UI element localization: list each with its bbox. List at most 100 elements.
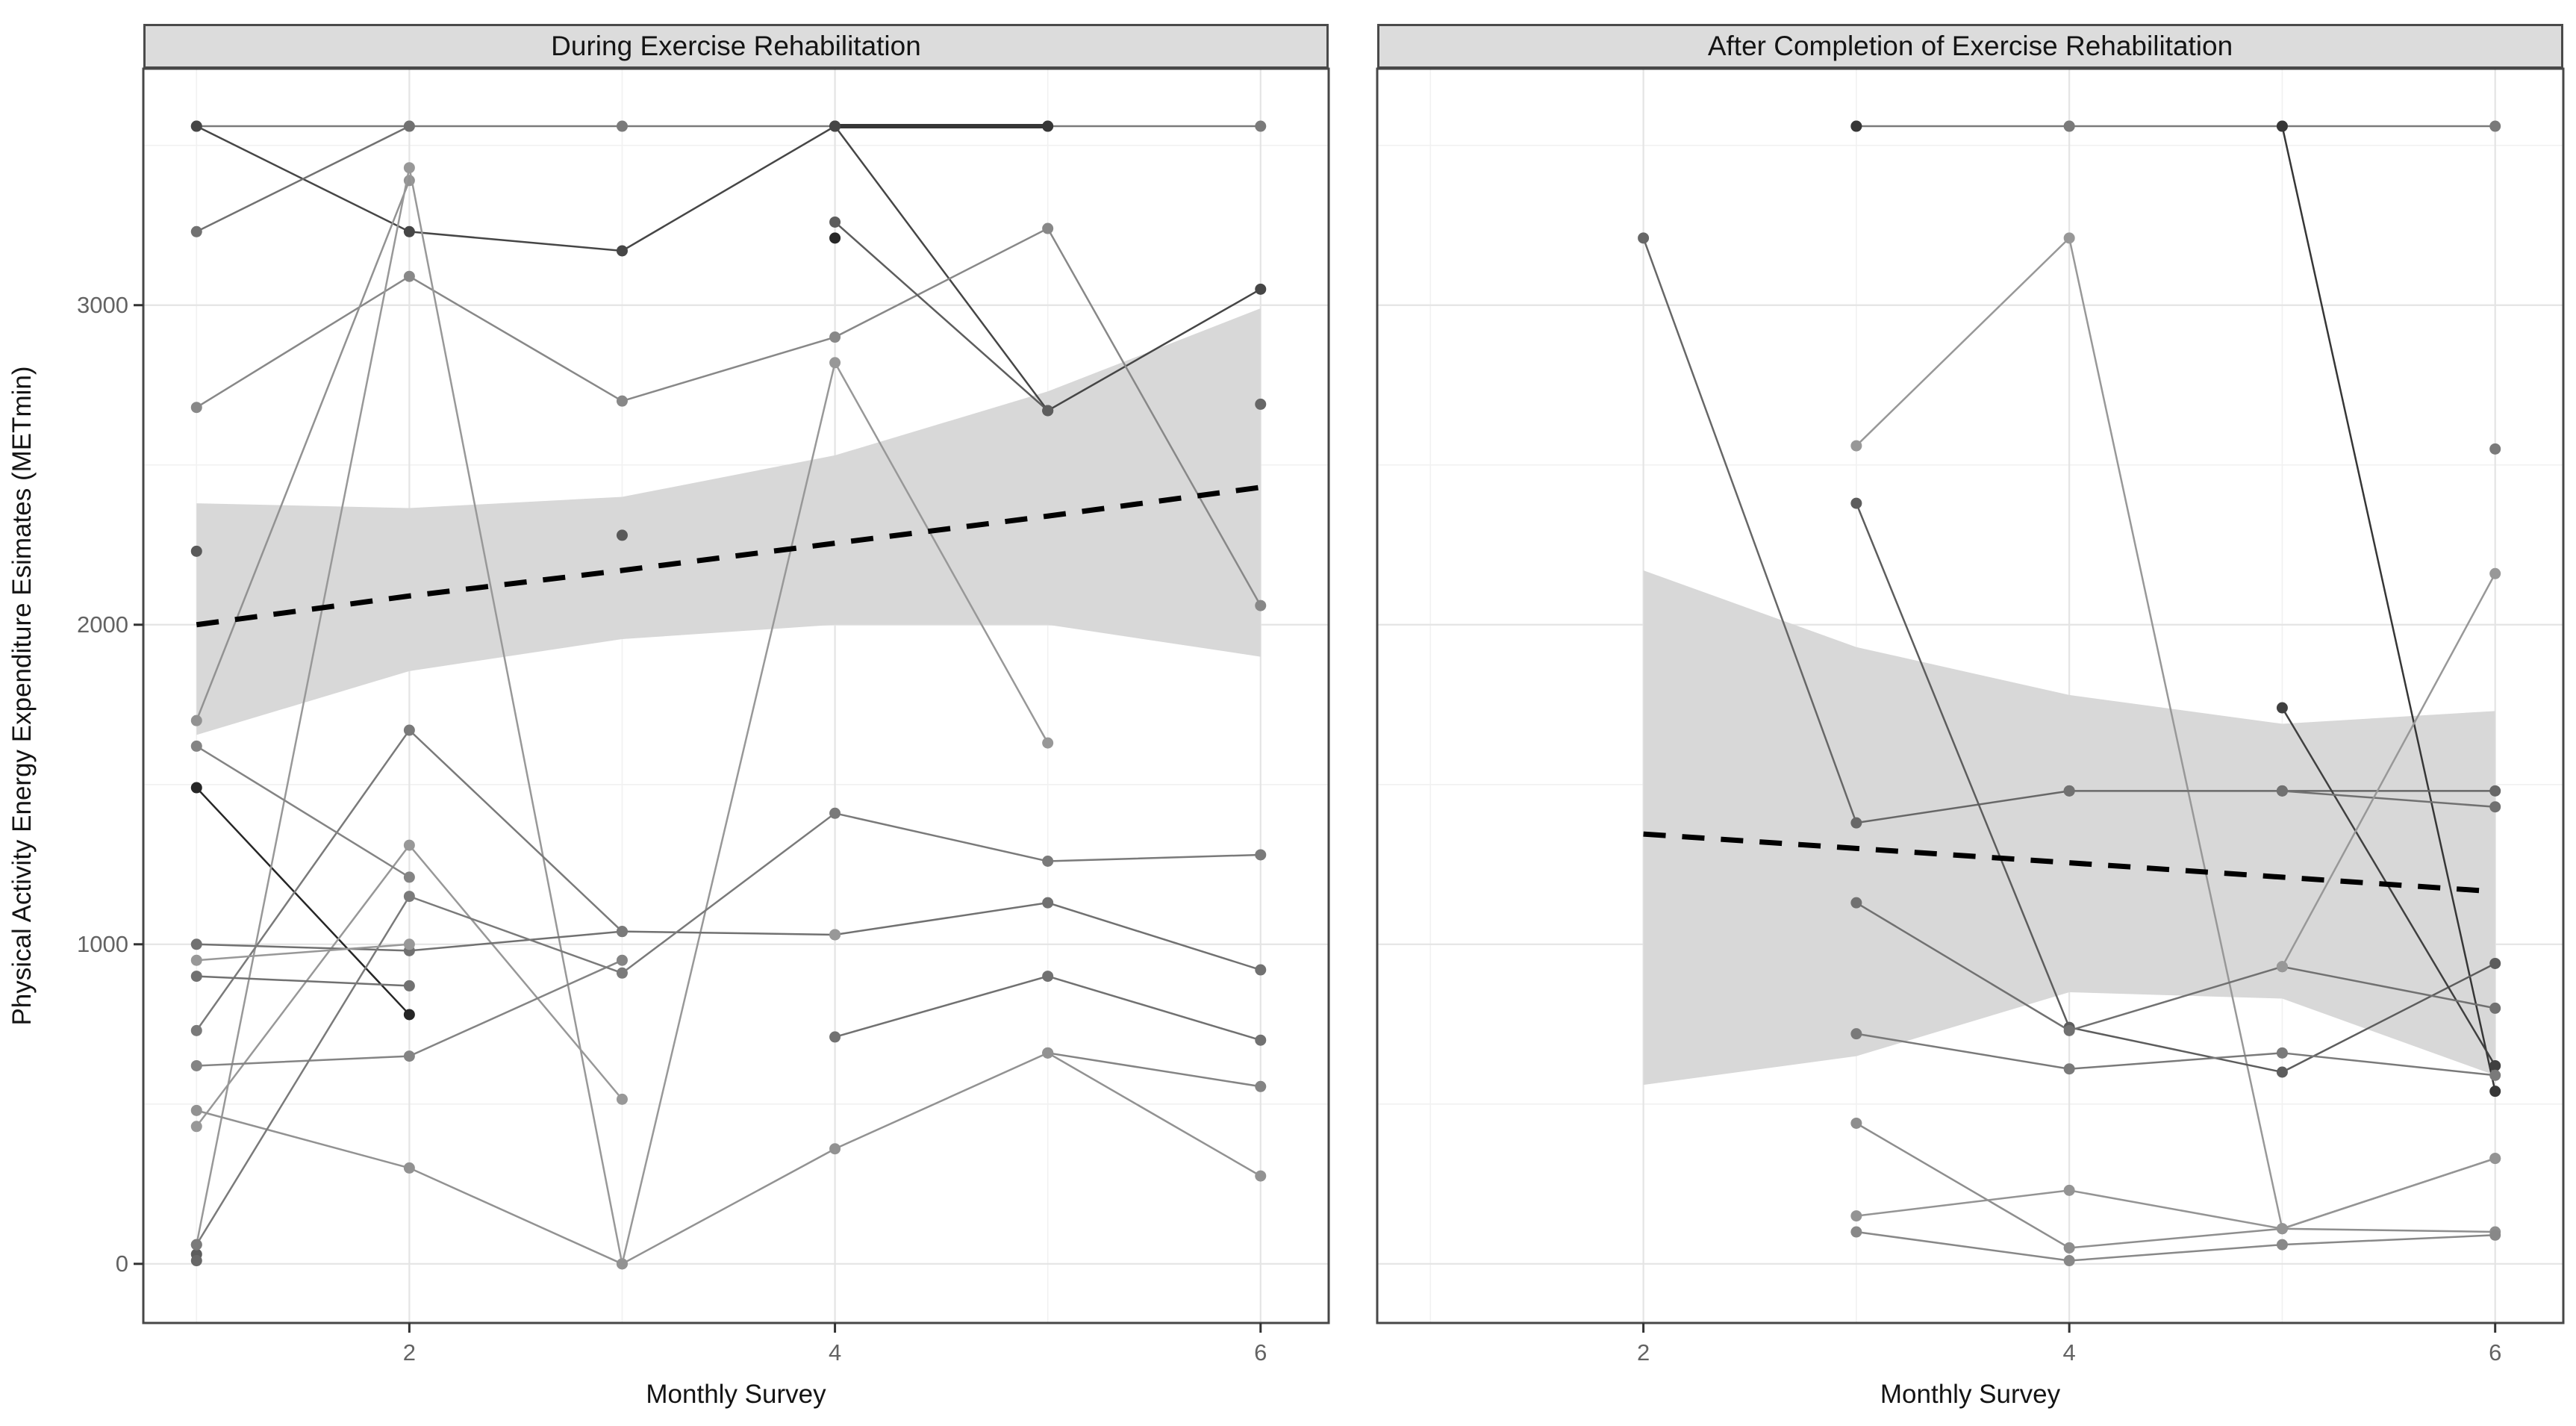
subject-point (403, 1050, 415, 1062)
subject-point (1850, 1028, 1862, 1040)
facet-title-left: During Exercise Rehabilitation (551, 31, 921, 61)
subject-point (1638, 232, 1650, 244)
subject-point (2063, 1024, 2075, 1036)
panel-bg (143, 69, 1329, 1323)
subject-point (1042, 897, 1054, 909)
subject-point (190, 740, 202, 752)
x-tick-label: 2 (402, 1339, 416, 1366)
subject-point (190, 782, 202, 794)
subject-point (2489, 1069, 2501, 1081)
subject-point (403, 839, 415, 851)
subject-point (1042, 1047, 1054, 1059)
subject-point (403, 891, 415, 903)
confidence-ribbon (1643, 570, 2495, 1086)
subject-point (1042, 856, 1054, 868)
subject-point (2489, 1086, 2501, 1097)
subject-point (2276, 1047, 2288, 1059)
subject-point (190, 402, 202, 414)
subject-point (190, 1104, 202, 1116)
subject-point (190, 1024, 202, 1036)
subject-point (190, 938, 202, 950)
subject-point (1255, 398, 1267, 410)
subject-line (2281, 573, 2496, 968)
subject-point (2489, 785, 2501, 797)
subject-point (403, 871, 415, 883)
subject-point (616, 1258, 628, 1270)
subject-point (190, 954, 202, 966)
subject-point (829, 929, 841, 941)
x-axis-title-right: Monthly Survey (1880, 1380, 2061, 1409)
subject-point (1255, 120, 1267, 132)
subject-line (2281, 125, 2496, 1092)
subject-point (190, 545, 202, 557)
subject-point (1850, 120, 1862, 132)
subject-point (1042, 737, 1054, 749)
subject-line (196, 787, 411, 1015)
subject-point (1850, 897, 1862, 909)
subject-point (1850, 440, 1862, 452)
subject-point (829, 120, 841, 132)
subject-point (1255, 1170, 1267, 1182)
subject-point (190, 1255, 202, 1267)
subject-point (2489, 801, 2501, 813)
subject-point (2489, 957, 2501, 969)
subject-point (829, 807, 841, 819)
subject-point (1042, 405, 1054, 417)
subject-point (2489, 1153, 2501, 1165)
subject-point (2276, 1239, 2288, 1251)
subject-point (2489, 1002, 2501, 1014)
subject-point (2489, 1059, 2501, 1071)
x-tick-label: 4 (828, 1339, 842, 1366)
subject-point (1255, 849, 1267, 861)
confidence-ribbon (196, 308, 1261, 735)
subject-point (2276, 702, 2288, 714)
subject-line (1856, 1122, 2495, 1249)
subject-line (196, 125, 1262, 412)
subject-point (1255, 1080, 1267, 1092)
subject-point (829, 331, 841, 343)
subject-point (403, 225, 415, 237)
subject-point (1255, 964, 1267, 976)
subject-point (2063, 232, 2075, 244)
subject-point (2063, 1242, 2075, 1254)
subject-point (403, 724, 415, 736)
subject-point (403, 938, 415, 950)
subject-point (1850, 817, 1862, 829)
subject-point (829, 216, 841, 228)
subject-line (196, 180, 411, 721)
subject-line (1856, 1033, 2495, 1077)
subject-point (2276, 785, 2288, 797)
subject-point (2489, 120, 2501, 132)
subject-line (1856, 1157, 2496, 1230)
subject-point (616, 529, 628, 541)
subject-point (616, 245, 628, 257)
subject-point (1850, 1117, 1862, 1129)
subject-point (1042, 120, 1054, 132)
subject-point (2276, 961, 2288, 973)
facet-strip-left: During Exercise Rehabilitation (143, 24, 1329, 69)
subject-line (1856, 1230, 2495, 1262)
subject-line (1856, 902, 2495, 1032)
subject-point (403, 980, 415, 991)
x-tick-label: 6 (2489, 1339, 2502, 1366)
subject-line (196, 901, 1262, 971)
subject-point (2489, 1229, 2501, 1241)
subject-point (616, 926, 628, 938)
subject-point (2276, 1223, 2288, 1235)
trend-line (1643, 831, 2495, 894)
subject-line (196, 975, 410, 987)
subject-point (2063, 1184, 2075, 1196)
y-tick-label: 0 (115, 1250, 128, 1277)
subject-point (190, 1121, 202, 1133)
subject-point (190, 714, 202, 726)
x-tick-label: 4 (2062, 1339, 2076, 1366)
subject-point (616, 1093, 628, 1105)
subject-point (2489, 443, 2501, 455)
panel-1 (1377, 69, 2563, 1323)
subject-line (196, 1051, 1262, 1265)
subject-point (403, 1162, 415, 1174)
subject-point (1042, 971, 1054, 983)
subject-point (403, 270, 415, 282)
